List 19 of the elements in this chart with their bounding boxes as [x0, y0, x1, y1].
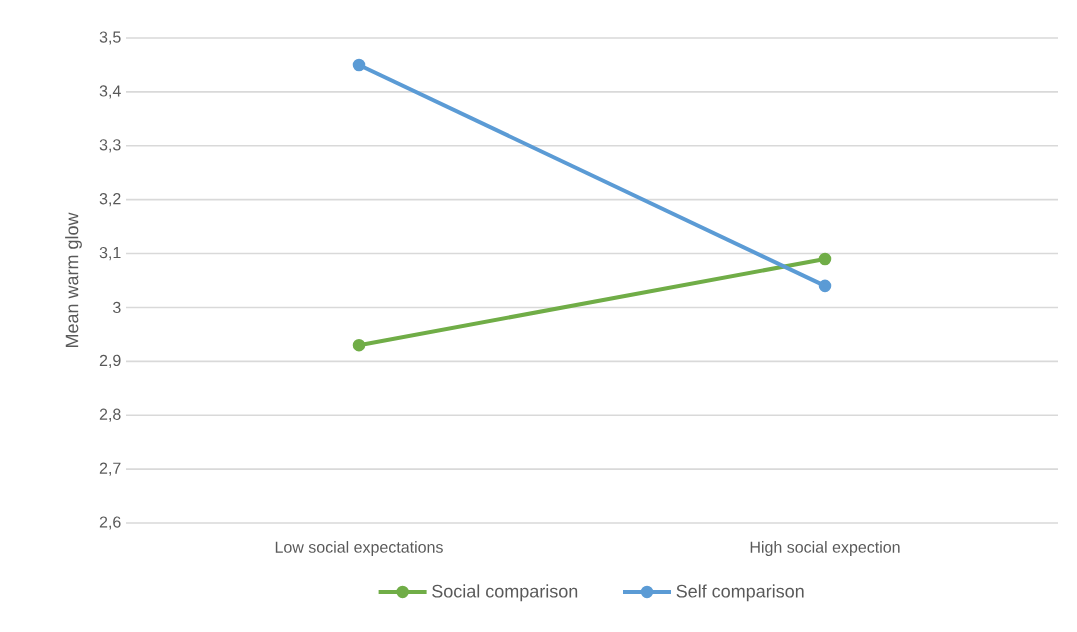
point [352, 338, 366, 352]
y-tick-label: 3,1 [99, 246, 121, 261]
x-tick-label: Low social expectations [275, 541, 443, 556]
y-tick-label: 2,7 [99, 462, 121, 476]
point [352, 58, 366, 72]
legend-label: Self comparison [676, 584, 804, 602]
y-tick-label: 3,2 [99, 193, 121, 207]
y-tick-label: 3,5 [99, 31, 121, 45]
y-axis-title: Mean warm glow [65, 212, 82, 348]
y-tick-label: 2,8 [99, 408, 121, 422]
x-tick-label: High social expection [750, 541, 900, 556]
y-tick-label: 3 [113, 301, 121, 314]
y-tick-label: 3,3 [99, 139, 121, 153]
legend-label: Social comparison [432, 584, 578, 602]
point [818, 279, 832, 293]
y-tick-label: 2,9 [99, 354, 121, 368]
y-tick-label: 3,4 [99, 85, 121, 99]
y-tick-label: 2,6 [99, 516, 121, 530]
point [818, 252, 832, 266]
